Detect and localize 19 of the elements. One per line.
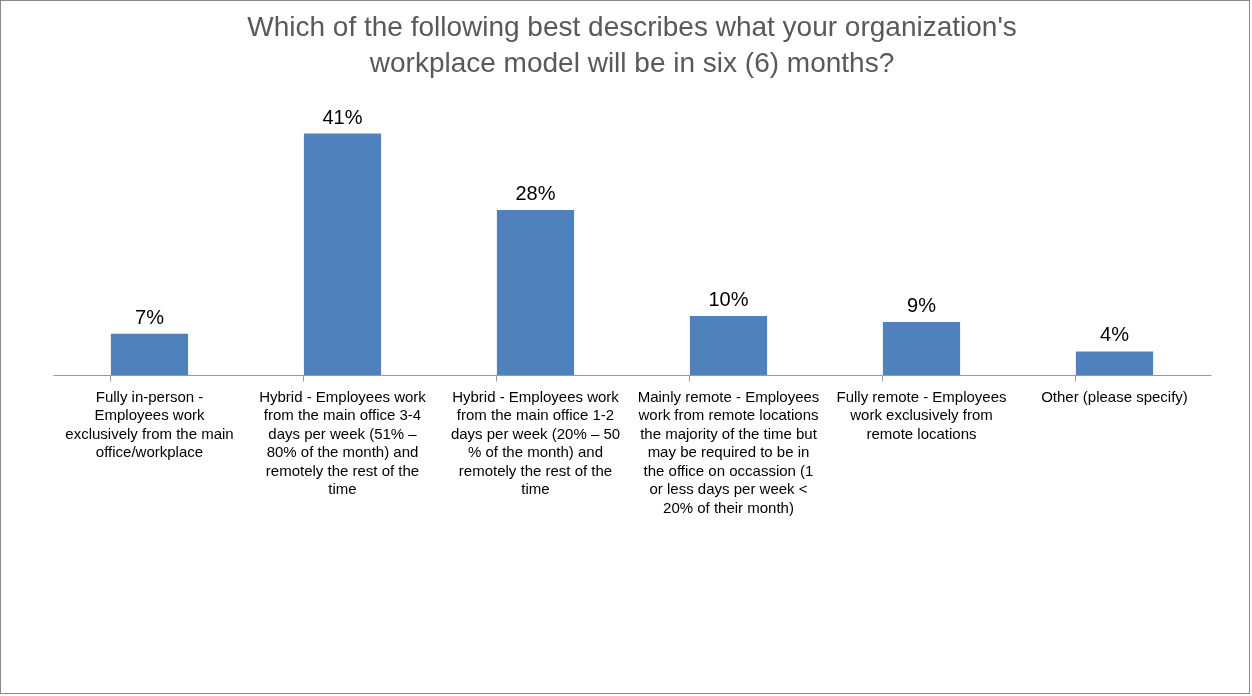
data-label: 4% bbox=[1100, 323, 1130, 346]
data-label: 28% bbox=[515, 182, 556, 205]
x-tick-label: Fully remote - Employees work exclusively from remote locations bbox=[836, 387, 1007, 442]
bar bbox=[689, 316, 768, 375]
bar bbox=[1075, 351, 1154, 375]
x-tick-label: Hybrid - Employees work from the main office 3-4 days per week (51% – 80% of the month) and remotely the rest of the time bbox=[259, 387, 427, 497]
data-label: 10% bbox=[708, 288, 749, 311]
x-tick-label: Other (please specify) bbox=[1041, 387, 1188, 405]
x-tick-label: Mainly remote - Employees work from remote locations the majority of the time but may be required to be in the office on occassion (1 or less days per week < 20% of their month) bbox=[637, 387, 820, 516]
x-tick-label: Hybrid - Employees work from the main office 1-2 days per week (20% – 50 % of the month) and remotely the rest of the time bbox=[450, 387, 621, 497]
bar bbox=[882, 322, 961, 375]
x-tick-label: Fully in-person - Employees work exclusively from the main office/workplace bbox=[65, 387, 234, 460]
chart-title: Which of the following best describes what your organization's workplace model will be in six (6) months? bbox=[247, 10, 1017, 78]
bar bbox=[110, 333, 189, 375]
bar bbox=[303, 133, 382, 375]
data-label: 41% bbox=[322, 105, 363, 128]
data-label: 7% bbox=[135, 305, 165, 328]
bar bbox=[496, 210, 575, 375]
data-label: 9% bbox=[907, 294, 937, 316]
